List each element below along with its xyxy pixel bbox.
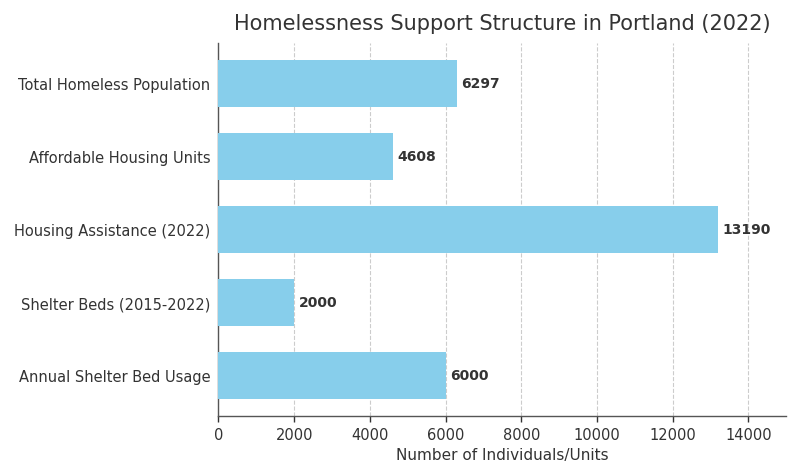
Text: 4608: 4608 — [398, 150, 436, 164]
X-axis label: Number of Individuals/Units: Number of Individuals/Units — [396, 447, 609, 462]
Bar — [218, 352, 446, 399]
Bar — [218, 133, 393, 181]
Bar — [218, 206, 718, 254]
Bar — [218, 60, 457, 108]
Bar — [218, 279, 294, 327]
Text: 13190: 13190 — [722, 223, 770, 237]
Text: 6297: 6297 — [462, 77, 500, 91]
Text: 6000: 6000 — [450, 369, 489, 383]
Text: 2000: 2000 — [298, 296, 338, 310]
Title: Homelessness Support Structure in Portland (2022): Homelessness Support Structure in Portla… — [234, 14, 770, 34]
